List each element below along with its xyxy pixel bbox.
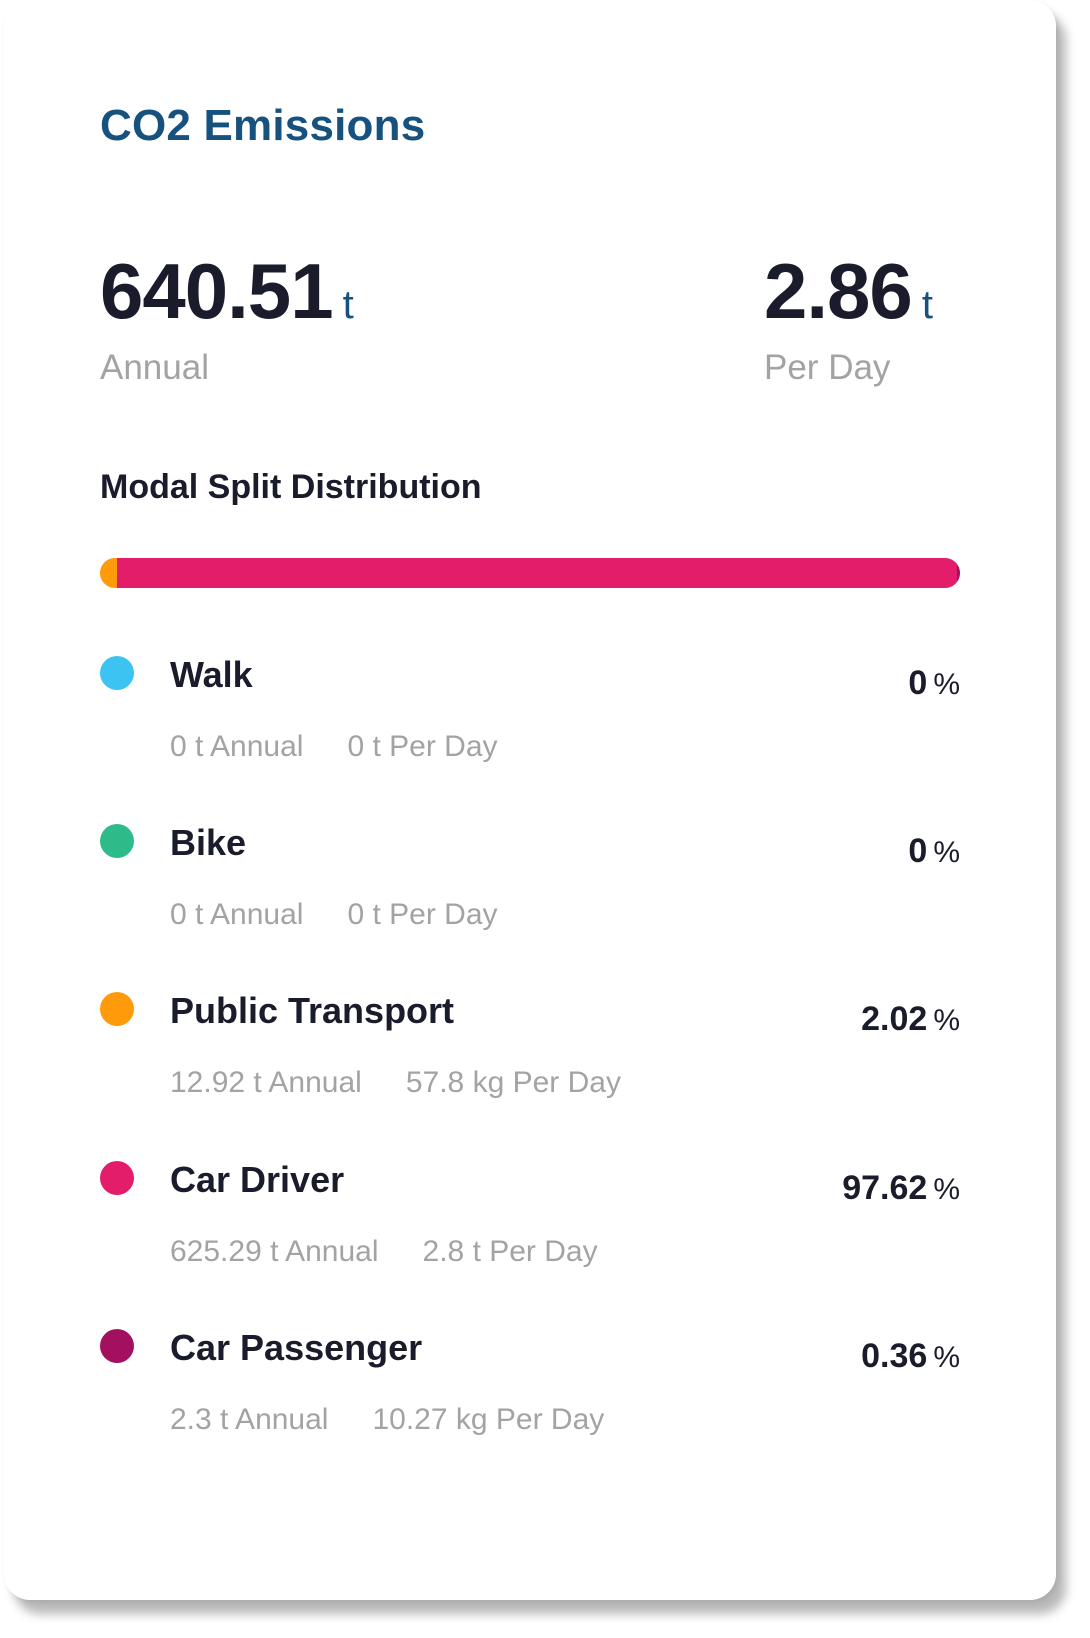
share-unit: % [933, 836, 960, 869]
annual-value: 640.51 [100, 247, 334, 335]
public-transport-color-dot [100, 992, 134, 1026]
annual-unit: t [342, 283, 354, 327]
mode-name: Car Driver [170, 1159, 345, 1200]
mode-row-public-transport: Public Transport 2.02% 12.92 t Annual 57.… [100, 992, 960, 1122]
mode-per-day: 0 t Per Day [347, 730, 498, 763]
mode-details: 12.92 t Annual 57.8 kg Per Day [170, 1068, 621, 1098]
annual-stat: 640.51 t Annual [100, 252, 354, 385]
mode-details: 625.29 t Annual 2.8 t Per Day [170, 1237, 598, 1267]
share-unit: % [933, 1004, 960, 1037]
mode-row-walk: Walk 0% 0 t Annual 0 t Per Day [100, 656, 960, 786]
mode-share: 97.62% [842, 1171, 960, 1205]
mode-name: Car Passenger [170, 1327, 423, 1368]
mode-per-day: 57.8 kg Per Day [405, 1066, 621, 1099]
mode-per-day: 10.27 kg Per Day [372, 1403, 605, 1436]
mode-row-bike: Bike 0% 0 t Annual 0 t Per Day [100, 824, 960, 954]
mode-share: 0.36% [861, 1339, 960, 1373]
card-title: CO2 Emissions [100, 101, 426, 150]
car-driver-color-dot [100, 1161, 134, 1195]
mode-annual: 0 t Annual [170, 898, 304, 931]
share-value: 97.62 [842, 1169, 928, 1207]
mode-per-day: 2.8 t Per Day [422, 1235, 598, 1268]
modal-split-title: Modal Split Distribution [100, 468, 482, 506]
mode-annual: 0 t Annual [170, 730, 304, 763]
share-value: 0 [908, 664, 928, 702]
share-value: 2.02 [861, 1000, 928, 1038]
per-day-label: Per Day [764, 348, 891, 387]
mode-annual: 625.29 t Annual [170, 1235, 379, 1268]
mode-row-car-passenger: Car Passenger 0.36% 2.3 t Annual 10.27 kg… [100, 1329, 960, 1459]
car-passenger-color-dot [100, 1329, 134, 1363]
per-day-stat: 2.86 t Per Day [764, 252, 933, 385]
mode-details: 2.3 t Annual 10.27 kg Per Day [170, 1405, 604, 1435]
modal-split-bar [100, 558, 960, 588]
share-value: 0 [908, 832, 928, 870]
share-value: 0.36 [861, 1337, 928, 1375]
mode-share: 2.02% [861, 1002, 960, 1036]
mode-share: 0% [908, 834, 960, 868]
mode-details: 0 t Annual 0 t Per Day [170, 732, 498, 762]
mode-name: Bike [170, 822, 247, 863]
bar-segment-car-passenger [956, 558, 960, 588]
bar-segment-car-driver [117, 558, 957, 588]
mode-share: 0% [908, 666, 960, 700]
annual-label: Annual [100, 348, 209, 387]
share-unit: % [933, 1341, 960, 1374]
per-day-unit: t [921, 283, 933, 327]
bike-color-dot [100, 824, 134, 858]
mode-details: 0 t Annual 0 t Per Day [170, 900, 498, 930]
mode-name: Walk [170, 654, 253, 695]
share-unit: % [933, 1173, 960, 1206]
per-day-value: 2.86 [764, 247, 913, 335]
walk-color-dot [100, 656, 134, 690]
share-unit: % [933, 668, 960, 701]
mode-row-car-driver: Car Driver 97.62% 625.29 t Annual 2.8 t P… [100, 1161, 960, 1291]
mode-name: Public Transport [170, 990, 455, 1031]
bar-segment-public-transport [100, 558, 118, 588]
mode-per-day: 0 t Per Day [347, 898, 498, 931]
mode-annual: 12.92 t Annual [170, 1066, 362, 1099]
co2-emissions-card: CO2 Emissions 640.51 t Annual 2.86 t Per D… [4, 0, 1056, 1600]
mode-annual: 2.3 t Annual [170, 1403, 329, 1436]
